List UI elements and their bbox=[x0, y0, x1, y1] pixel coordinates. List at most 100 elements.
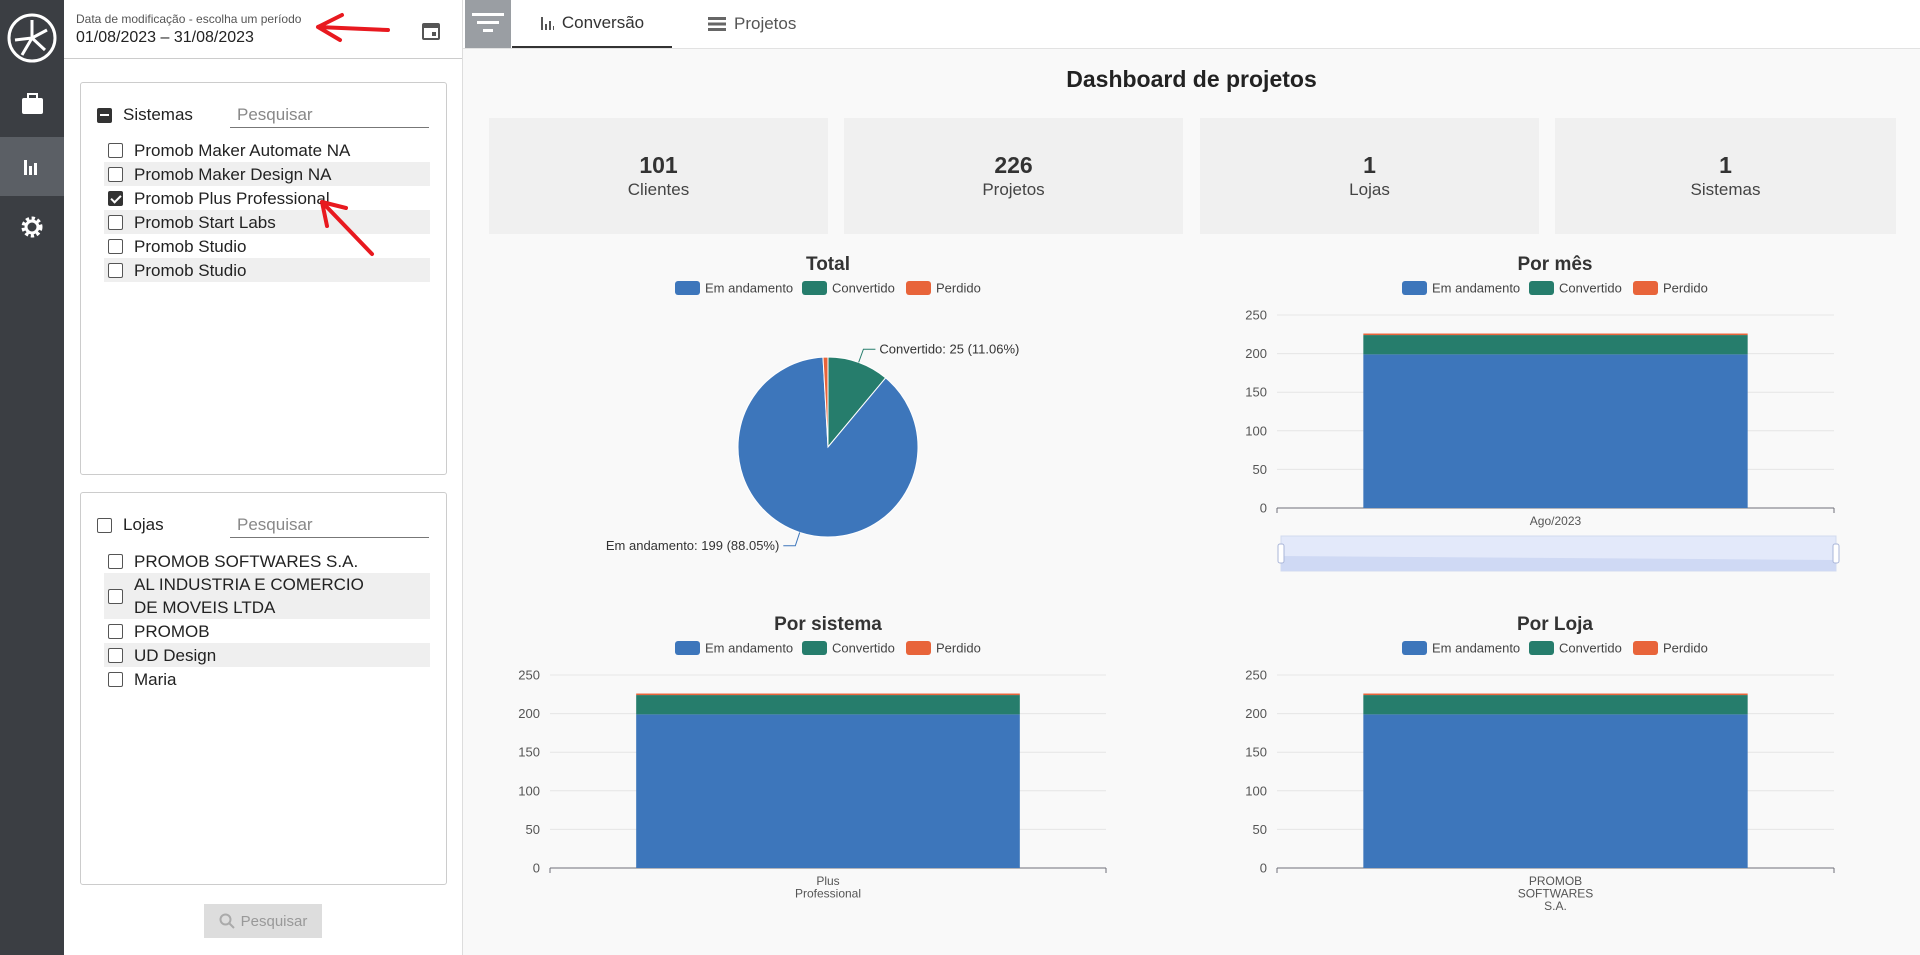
kpi-label: Sistemas bbox=[1690, 180, 1761, 199]
date-label: Data de modificação - escolha um período bbox=[76, 12, 302, 26]
item-label: Maria bbox=[134, 669, 177, 689]
checkbox[interactable] bbox=[97, 517, 112, 533]
list-item[interactable]: PROMOB bbox=[104, 619, 430, 643]
checkbox[interactable] bbox=[108, 553, 123, 569]
legend-swatch bbox=[675, 641, 700, 655]
legend-label: Em andamento bbox=[705, 281, 793, 296]
list-item[interactable]: Promob Studio bbox=[104, 234, 430, 258]
legend-label: Perdido bbox=[1663, 641, 1708, 656]
filter-toggle[interactable] bbox=[465, 0, 511, 48]
search-icon bbox=[219, 913, 235, 929]
label-line bbox=[783, 532, 801, 547]
slider-shadow bbox=[1281, 556, 1836, 571]
checkbox[interactable] bbox=[108, 262, 123, 278]
checkbox[interactable] bbox=[108, 166, 123, 182]
checkbox[interactable] bbox=[108, 588, 123, 604]
legend-label: Perdido bbox=[936, 281, 981, 296]
nav-icons bbox=[0, 13, 64, 238]
kpi-card: 1 Sistemas bbox=[1555, 118, 1896, 234]
legend-label: Perdido bbox=[936, 641, 981, 656]
date-range[interactable]: 01/08/2023 – 31/08/2023 bbox=[76, 29, 254, 46]
slider-handle bbox=[1832, 543, 1840, 564]
filter-icon bbox=[472, 13, 504, 32]
legend-label: Convertido bbox=[1559, 641, 1622, 656]
bar-segment bbox=[1363, 333, 1748, 336]
y-tick-label: 150 bbox=[518, 745, 540, 760]
list-item[interactable]: AL INDUSTRIA E COMERCIO DE MOVEIS LTDA bbox=[104, 573, 430, 619]
checkbox[interactable] bbox=[108, 671, 123, 687]
item-label: Promob Studio bbox=[134, 260, 247, 280]
kpi-value: 1 bbox=[1363, 152, 1376, 178]
legend-label: Em andamento bbox=[1432, 641, 1520, 656]
x-tick-label: PROMOB SOFTWARES S.A. bbox=[1518, 874, 1594, 913]
list-item[interactable]: Promob Maker Automate NA bbox=[104, 138, 430, 162]
tab[interactable]: Conversão bbox=[512, 0, 672, 48]
legend-swatch bbox=[802, 641, 827, 655]
separator bbox=[64, 58, 462, 59]
y-tick-label: 50 bbox=[526, 822, 540, 837]
list-item[interactable]: UD Design bbox=[104, 643, 430, 667]
dashboard-title: Dashboard de projetos bbox=[1066, 66, 1317, 92]
bar-segment bbox=[1363, 693, 1748, 696]
arrow bbox=[320, 200, 374, 256]
zoom-slider[interactable] bbox=[1277, 535, 1840, 572]
pie-label: Convertido: 25 (11.06%) bbox=[879, 342, 1019, 357]
tab-label: Projetos bbox=[734, 14, 797, 33]
checkbox[interactable] bbox=[108, 214, 123, 230]
y-tick-label: 200 bbox=[1245, 706, 1267, 721]
bar-segment bbox=[1363, 354, 1748, 508]
search-button[interactable]: Pesquisar bbox=[204, 904, 322, 938]
bar-segment bbox=[1363, 335, 1748, 355]
logo[interactable] bbox=[7, 13, 57, 63]
logo-spokes bbox=[14, 20, 48, 56]
kpi-value: 1 bbox=[1719, 152, 1732, 178]
x-tick-label: Plus Professional bbox=[795, 874, 861, 901]
item-label: Promob Maker Design NA bbox=[134, 164, 332, 184]
y-tick-label: 200 bbox=[1245, 346, 1267, 361]
checkbox[interactable] bbox=[108, 142, 123, 158]
calendar-icon[interactable] bbox=[420, 20, 442, 42]
tab-icon bbox=[708, 17, 726, 31]
legend-label: Convertido bbox=[832, 641, 895, 656]
item-label: Promob Plus Professional bbox=[134, 188, 330, 208]
search-input[interactable]: Pesquisar bbox=[230, 515, 429, 538]
arrow bbox=[316, 13, 390, 42]
kpi-label: Projetos bbox=[982, 180, 1045, 199]
legend-label: Convertido bbox=[832, 281, 895, 296]
legend-swatch bbox=[1633, 281, 1658, 295]
list-item[interactable]: Promob Maker Design NA bbox=[104, 162, 430, 186]
y-tick-label: 100 bbox=[1245, 423, 1267, 438]
search-input[interactable]: Pesquisar bbox=[230, 105, 429, 128]
list-item[interactable]: Maria bbox=[104, 667, 430, 691]
legend-swatch bbox=[906, 281, 931, 295]
checkbox[interactable] bbox=[108, 623, 123, 639]
checkbox[interactable] bbox=[108, 647, 123, 663]
systems-header[interactable]: Sistemas bbox=[97, 105, 193, 125]
settings-icon[interactable] bbox=[21, 216, 43, 238]
list-item[interactable]: Promob Plus Professional bbox=[104, 186, 430, 210]
checkbox[interactable] bbox=[108, 238, 123, 254]
list-item[interactable]: PROMOB SOFTWARES S.A. bbox=[104, 549, 430, 573]
item-label: PROMOB bbox=[134, 621, 210, 641]
checkbox[interactable] bbox=[97, 107, 112, 123]
item-label: Promob Start Labs bbox=[134, 212, 276, 232]
chart-title: Por sistema bbox=[774, 614, 882, 635]
list-item[interactable]: Promob Studio bbox=[104, 258, 430, 282]
legend-label: Convertido bbox=[1559, 281, 1622, 296]
chart-icon[interactable] bbox=[24, 160, 37, 175]
y-tick-label: 150 bbox=[1245, 385, 1267, 400]
tab[interactable]: Projetos bbox=[708, 0, 796, 48]
x-tick-label: Ago/2023 bbox=[1530, 514, 1582, 528]
search-button-label: Pesquisar bbox=[240, 912, 308, 930]
list-item[interactable]: Promob Start Labs bbox=[104, 210, 430, 234]
kpi-card: 1 Lojas bbox=[1200, 118, 1539, 234]
briefcase-icon[interactable] bbox=[22, 93, 43, 114]
checkbox[interactable] bbox=[108, 190, 123, 206]
y-tick-label: 0 bbox=[1260, 501, 1267, 516]
legend-swatch bbox=[1529, 281, 1554, 295]
stores-header[interactable]: Lojas bbox=[97, 515, 164, 535]
y-tick-label: 100 bbox=[518, 783, 540, 798]
legend-swatch bbox=[675, 281, 700, 295]
